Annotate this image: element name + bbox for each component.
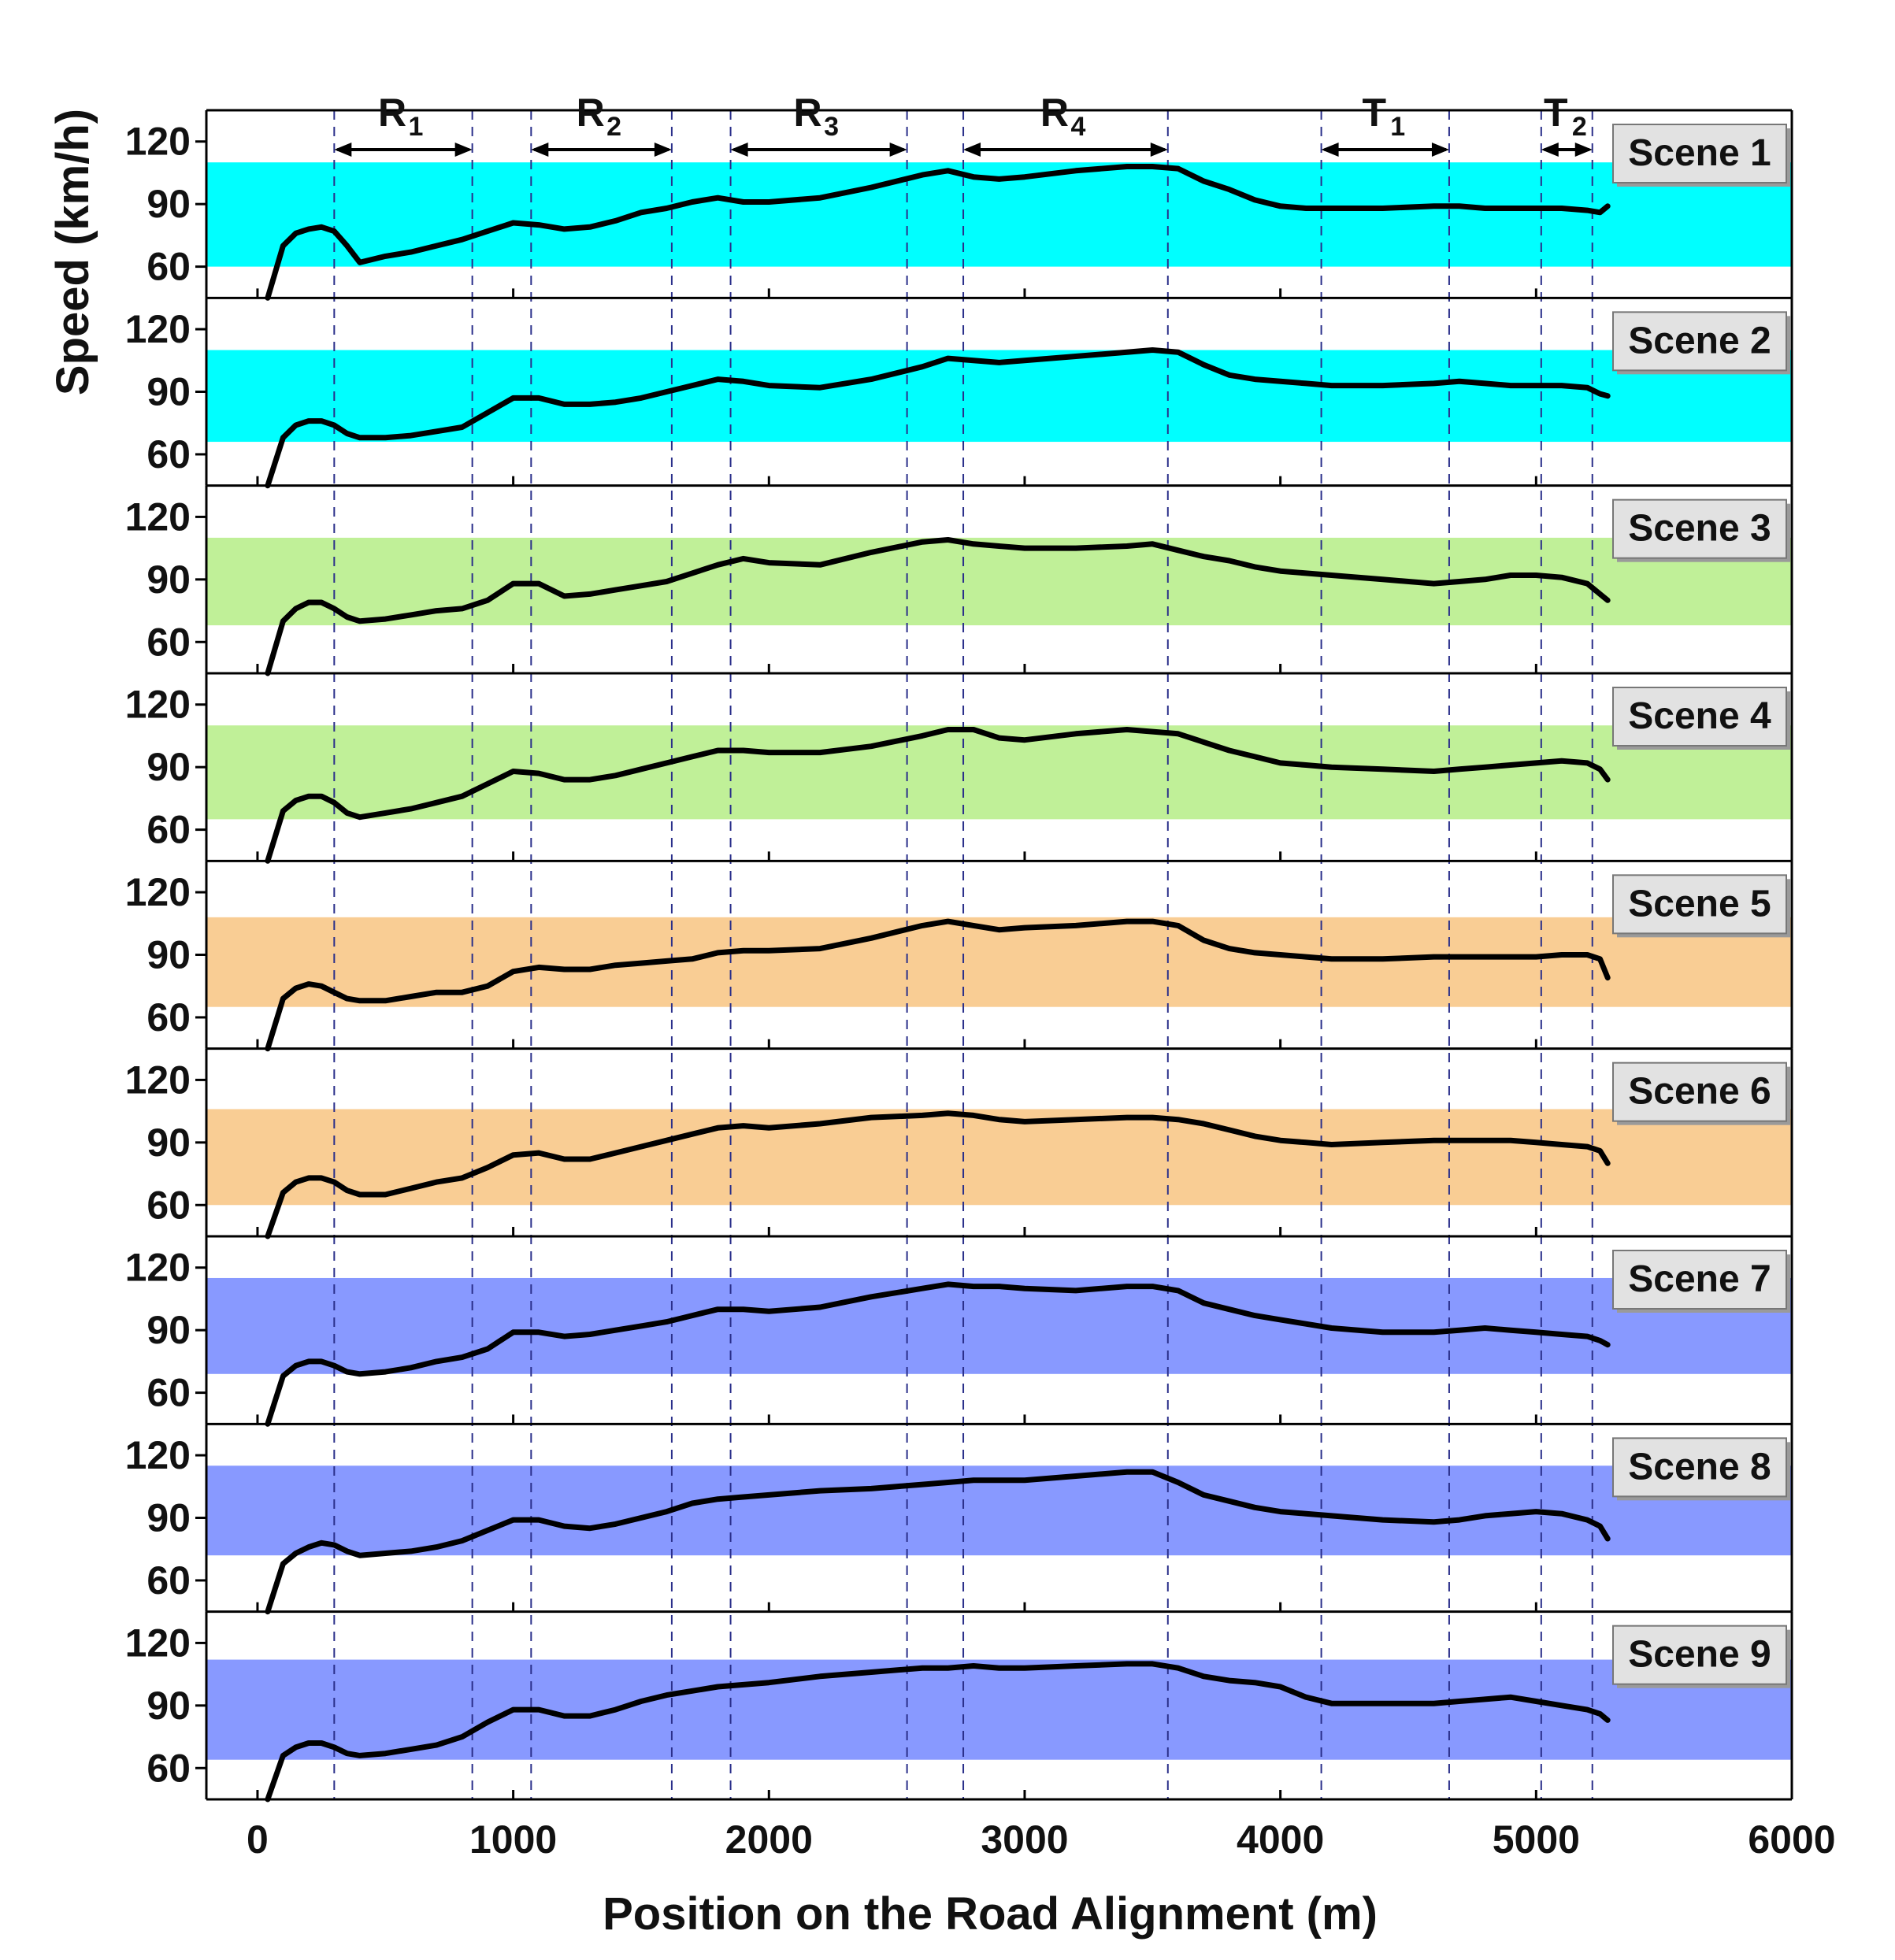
y-tick-label: 60 xyxy=(146,245,191,289)
scene-label-box xyxy=(1612,1250,1787,1310)
segment-label: R xyxy=(1040,91,1069,135)
acceptable-speed-band xyxy=(206,537,1792,626)
scene-label: Scene 2 xyxy=(1628,320,1771,361)
speed-line xyxy=(265,1110,1611,1239)
x-tick-label: 2000 xyxy=(725,1817,813,1862)
y-tick-label: 90 xyxy=(146,1121,191,1165)
segment-label: T xyxy=(1362,91,1386,135)
y-tick-label: 90 xyxy=(146,933,191,977)
speed-line xyxy=(265,347,1611,489)
x-tick-label: 5000 xyxy=(1493,1817,1580,1862)
y-tick-label: 90 xyxy=(146,1308,191,1352)
y-tick-label: 120 xyxy=(125,683,191,727)
segment-arrowhead-right xyxy=(1150,143,1168,157)
y-tick-label: 120 xyxy=(125,1246,191,1290)
segment-label-subscript: 3 xyxy=(824,112,839,142)
y-tick-label: 90 xyxy=(146,182,191,226)
speed-lines xyxy=(265,164,1611,1803)
speed-line xyxy=(265,918,1611,1052)
y-tick-label: 60 xyxy=(146,1558,191,1602)
scene-label: Scene 4 xyxy=(1628,695,1771,737)
y-tick-label: 60 xyxy=(146,1746,191,1790)
y-tick-label: 90 xyxy=(146,370,191,414)
speed-line xyxy=(265,164,1611,301)
axes-layer xyxy=(195,109,1793,1801)
speed-line xyxy=(265,537,1611,676)
x-tick-label: 3000 xyxy=(981,1817,1068,1862)
segment-label-subscript: 4 xyxy=(1070,112,1085,142)
x-tick-label: 4000 xyxy=(1237,1817,1324,1862)
segment-arrowhead-left xyxy=(1321,143,1339,157)
y-tick-label: 120 xyxy=(125,1621,191,1665)
segment-label: T xyxy=(1544,91,1568,135)
scene-label-box xyxy=(1612,498,1787,559)
speed-line xyxy=(265,1281,1611,1427)
scene-label-box xyxy=(1612,687,1787,747)
scene-label: Scene 1 xyxy=(1628,132,1771,174)
scene-label-box xyxy=(1612,1437,1787,1498)
scene-label: Scene 6 xyxy=(1628,1071,1771,1113)
segment-label: R xyxy=(794,91,822,135)
segment-arrowhead-left xyxy=(730,143,748,157)
scene-label: Scene 8 xyxy=(1628,1446,1771,1488)
segment-label: R xyxy=(378,91,406,135)
segment-arrowhead-left xyxy=(531,143,549,157)
y-tick-label: 90 xyxy=(146,558,191,602)
segment-arrowhead-right xyxy=(1431,143,1449,157)
scene-label-box xyxy=(1612,1062,1787,1122)
speed-line xyxy=(265,1661,1611,1803)
y-tick-label: 60 xyxy=(146,995,191,1039)
y-tick-label: 120 xyxy=(125,495,191,539)
y-tick-label: 90 xyxy=(146,1684,191,1728)
y-tick-label: 120 xyxy=(125,120,191,164)
y-tick-label: 120 xyxy=(125,1058,191,1102)
y-axis-title: Speed (km/h) xyxy=(47,109,98,395)
y-tick-label: 60 xyxy=(146,1371,191,1415)
segment-arrowhead-right xyxy=(654,143,672,157)
acceptable-speed-band xyxy=(206,1277,1792,1374)
scene-label: Scene 9 xyxy=(1628,1634,1771,1676)
scene-label-box xyxy=(1612,124,1787,183)
acceptable-speed-band xyxy=(206,725,1792,820)
scene-label: Scene 7 xyxy=(1628,1258,1771,1300)
acceptable-speed-band xyxy=(206,350,1792,443)
y-tick-label: 120 xyxy=(125,307,191,351)
segment-label: R xyxy=(577,91,605,135)
bands-layer xyxy=(206,162,1792,1760)
segment-arrowhead-right xyxy=(454,143,473,157)
speed-line xyxy=(265,1469,1611,1615)
scene-label-box xyxy=(1612,311,1787,372)
y-tick-label: 90 xyxy=(146,1496,191,1540)
y-tick-label: 60 xyxy=(146,432,191,476)
x-tick-label: 6000 xyxy=(1748,1817,1835,1862)
scene-label: Scene 5 xyxy=(1628,883,1771,924)
segment-arrowhead-left xyxy=(963,143,981,157)
y-tick-label: 90 xyxy=(146,745,191,789)
segment-label-subscript: 2 xyxy=(606,112,621,142)
y-tick-label: 120 xyxy=(125,870,191,914)
segment-label-subscript: 1 xyxy=(409,112,424,142)
acceptable-speed-band xyxy=(206,1659,1792,1760)
scene-label-box xyxy=(1612,874,1787,935)
y-tick-label: 60 xyxy=(146,808,191,852)
labels-layer: 60 90 120 Scene 1 60 90 120 Scene 2 60 90 120 Scene… xyxy=(125,120,1836,1862)
acceptable-speed-band xyxy=(206,1109,1792,1206)
y-tick-label: 60 xyxy=(146,1183,191,1227)
scene-label: Scene 3 xyxy=(1628,508,1771,550)
x-tick-label: 1000 xyxy=(469,1817,557,1862)
segment-label-subscript: 1 xyxy=(1390,112,1405,142)
segment-arrowhead-left xyxy=(1541,143,1559,157)
y-tick-label: 60 xyxy=(146,620,191,664)
segment-label-subscript: 2 xyxy=(1572,112,1587,142)
y-tick-label: 120 xyxy=(125,1433,191,1477)
x-tick-label: 0 xyxy=(247,1817,269,1862)
segment-arrowhead-right xyxy=(889,143,907,157)
segment-arrowhead-left xyxy=(334,143,352,157)
speed-line xyxy=(265,727,1611,864)
segment-arrowhead-right xyxy=(1574,143,1593,157)
x-axis-title: Position on the Road Alignment (m) xyxy=(603,1888,1378,1940)
scene-label-box xyxy=(1612,1625,1787,1685)
